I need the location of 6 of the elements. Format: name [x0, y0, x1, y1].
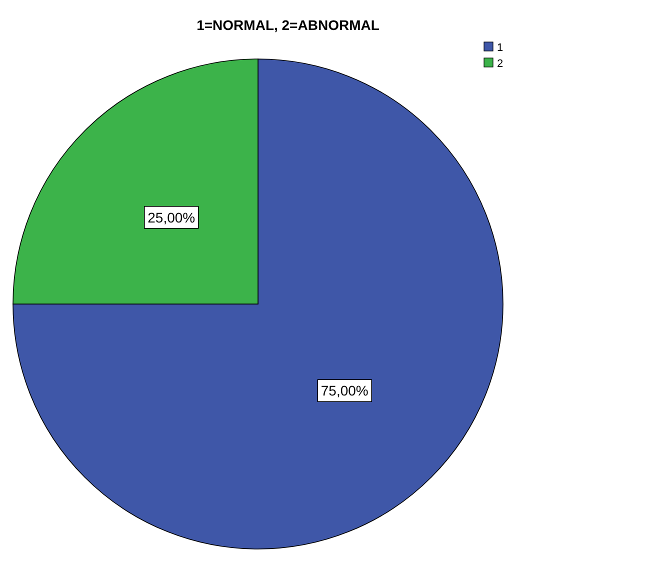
chart-title: 1=NORMAL, 2=ABNORMAL [196, 17, 380, 33]
pie-slice [12, 58, 504, 550]
legend-label: 1 [497, 42, 504, 54]
legend-label: 2 [497, 58, 504, 70]
data-label: 25,00% [148, 209, 196, 226]
data-label: 75,00% [320, 382, 368, 399]
